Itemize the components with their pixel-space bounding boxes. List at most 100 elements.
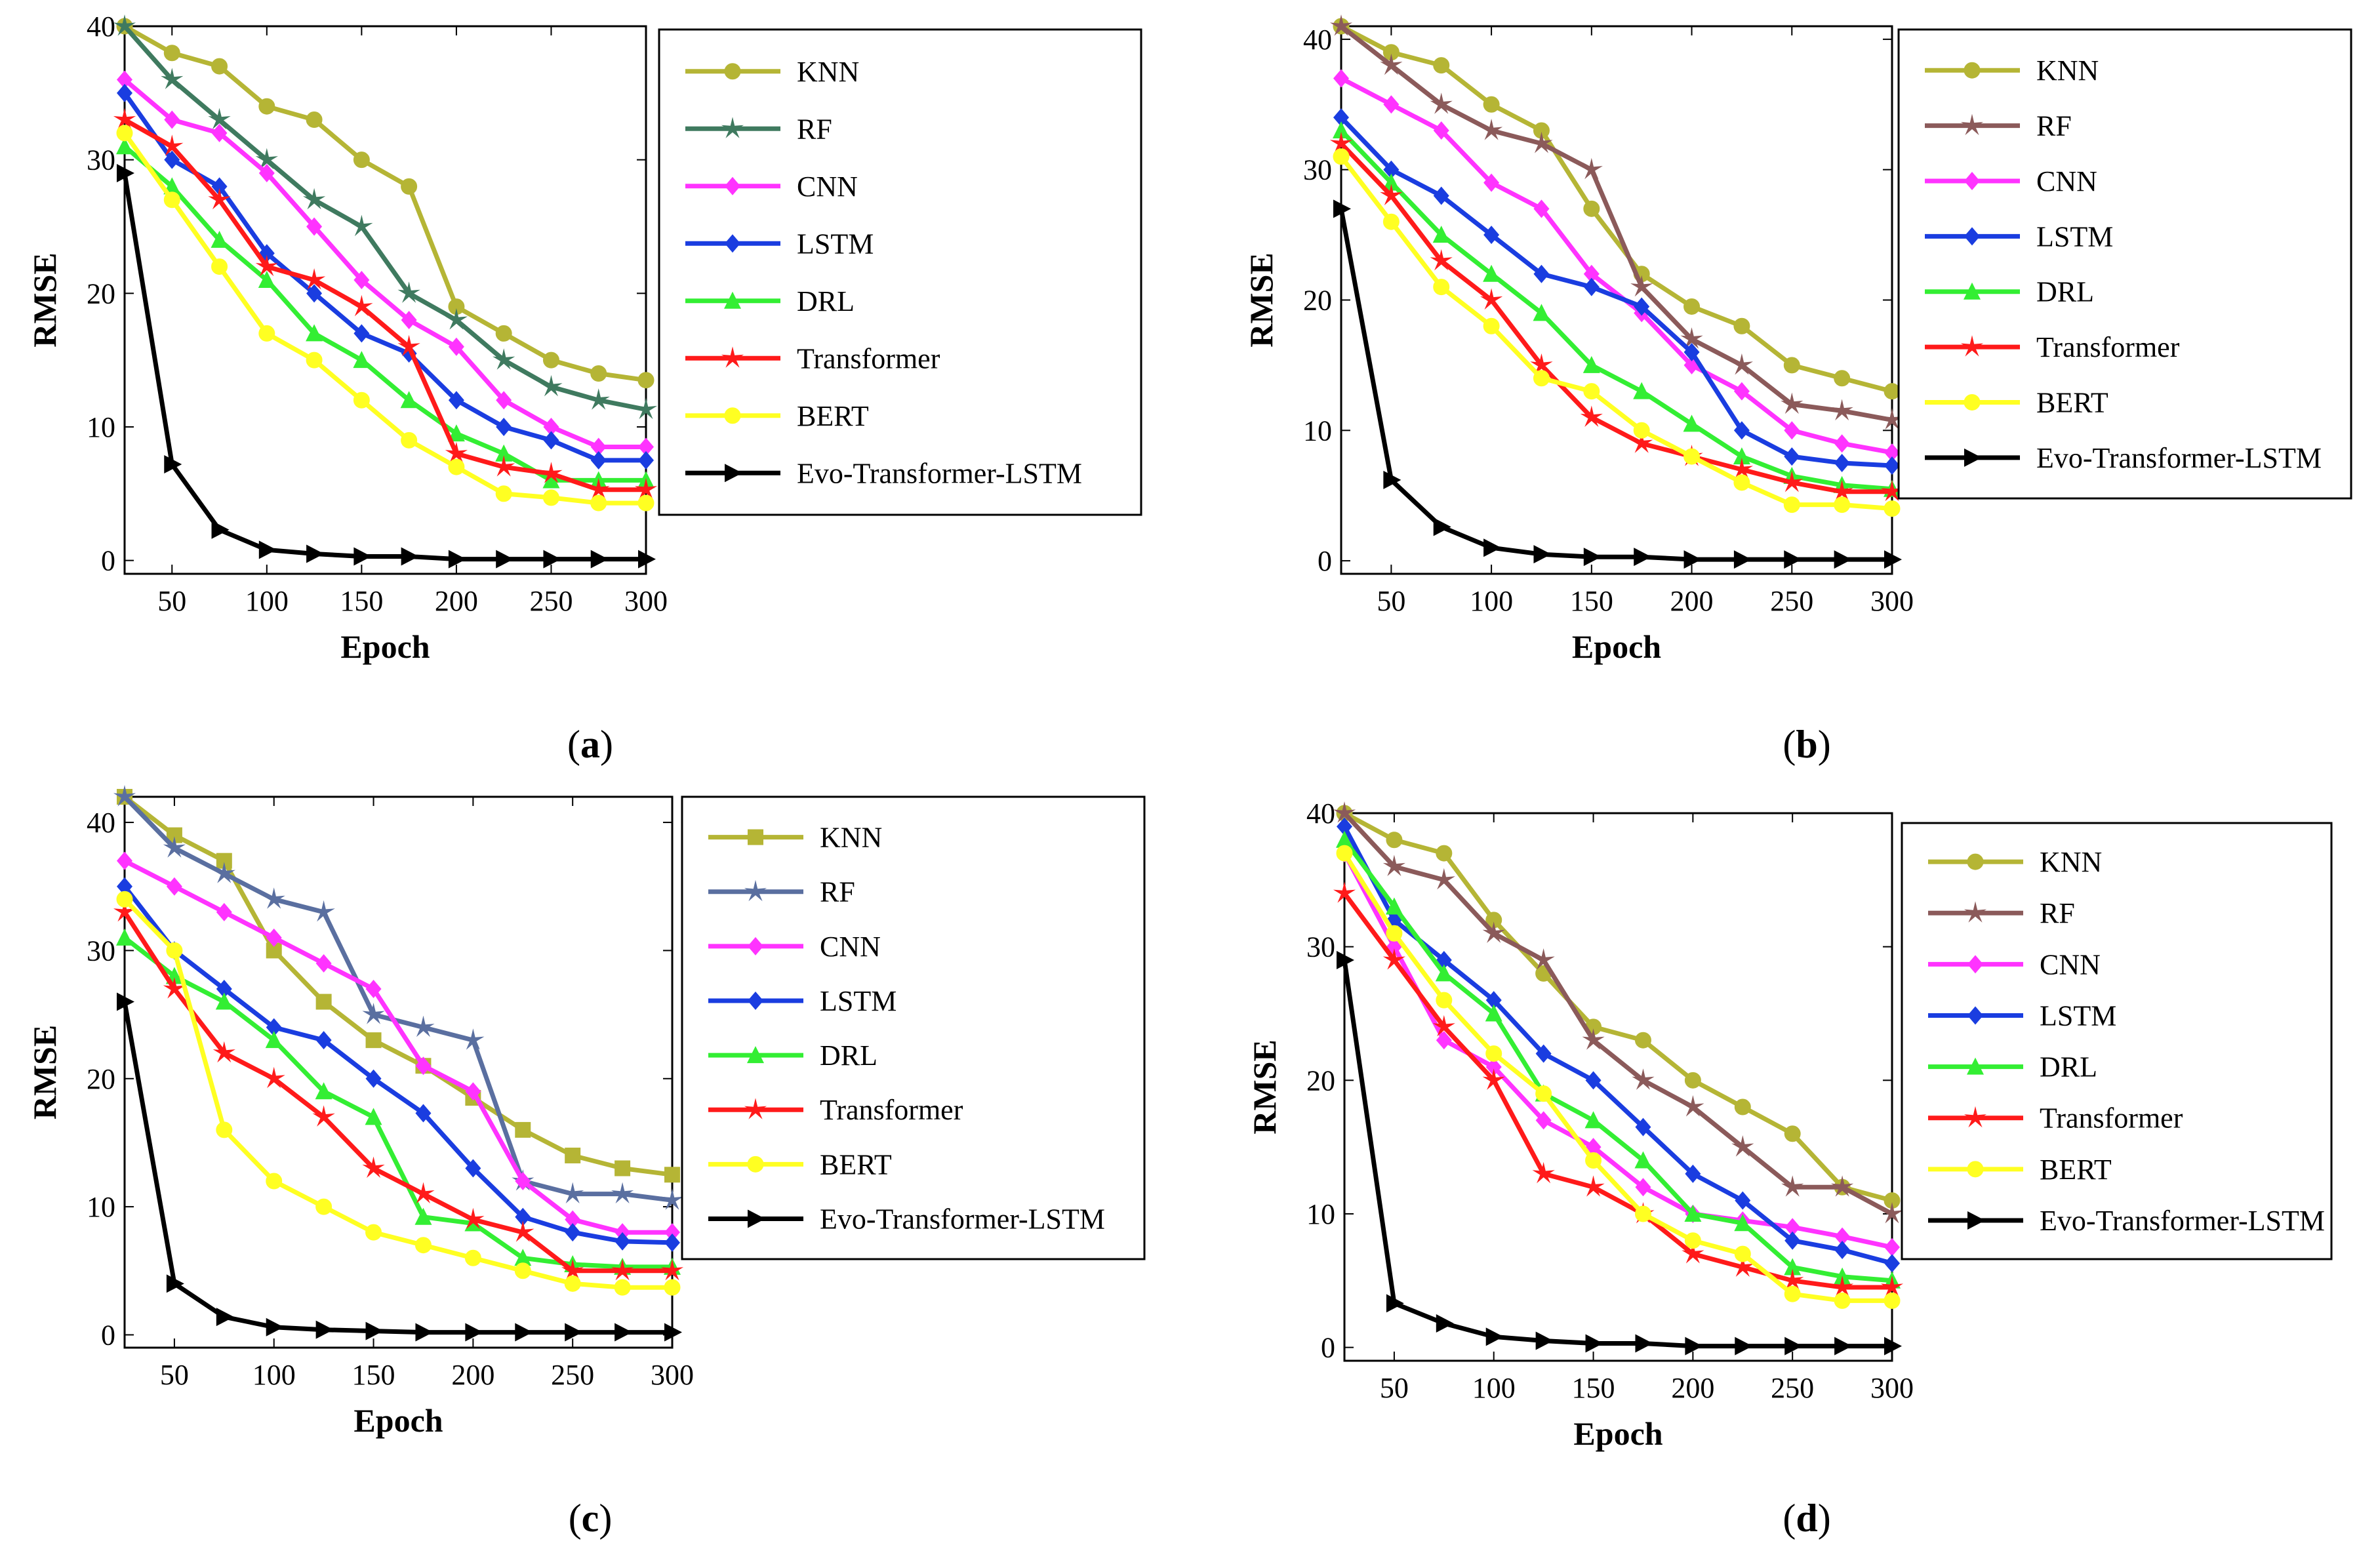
legend-item: KNN xyxy=(708,822,882,854)
data-point xyxy=(365,1069,382,1088)
data-point xyxy=(1582,355,1600,373)
legend-label: Evo-Transformer-LSTM xyxy=(797,457,1082,489)
chart-panel-b: 50 100 150 200 250 300 0 10 20 30 40 Epoch RMSE KNN RF… xyxy=(1243,14,2352,665)
data-point xyxy=(493,348,515,370)
legend-label: CNN xyxy=(820,931,881,963)
legend-label: BERT xyxy=(2040,1154,2112,1186)
data-point xyxy=(1386,1294,1404,1313)
data-point xyxy=(1783,496,1800,513)
data-point xyxy=(1533,370,1550,387)
x-axis-label: Epoch xyxy=(353,1402,443,1439)
data-point xyxy=(1734,1245,1751,1262)
data-point xyxy=(1630,275,1653,297)
series-line xyxy=(1339,115,1893,468)
data-point xyxy=(660,1258,684,1281)
data-point xyxy=(315,1082,333,1100)
legend-marker xyxy=(744,1098,767,1119)
data-point xyxy=(163,836,186,858)
data-point xyxy=(1433,57,1450,74)
series-line xyxy=(123,91,646,463)
series-transformer xyxy=(113,900,684,1281)
data-point xyxy=(1781,1175,1804,1197)
data-point xyxy=(211,520,230,539)
data-point xyxy=(561,1182,584,1204)
data-point xyxy=(638,437,654,456)
legend-label: Transformer xyxy=(797,342,940,374)
data-point xyxy=(350,214,373,237)
legend-item: Evo-Transformer-LSTM xyxy=(708,1203,1105,1235)
data-point xyxy=(1834,1292,1851,1309)
data-point xyxy=(448,337,464,356)
data-point xyxy=(447,424,465,442)
legend-item: DRL xyxy=(708,1039,877,1072)
legend-label: Evo-Transformer-LSTM xyxy=(820,1203,1105,1235)
data-point xyxy=(116,928,133,946)
series-line xyxy=(123,77,646,449)
data-point xyxy=(255,148,278,170)
data-point xyxy=(462,1207,485,1230)
data-point xyxy=(315,1198,333,1215)
data-point xyxy=(542,352,559,369)
data-point xyxy=(306,544,325,563)
data-point xyxy=(1485,991,1502,1010)
series-evo-transformer-lstm xyxy=(117,992,682,1342)
data-point xyxy=(116,891,133,908)
legend-label: LSTM xyxy=(2040,999,2116,1032)
data-point xyxy=(1436,845,1453,862)
data-point xyxy=(113,785,136,807)
legend-marker xyxy=(1967,955,1983,974)
legend-item: RF xyxy=(1928,897,2075,929)
legend-label: Transformer xyxy=(820,1094,963,1126)
data-point xyxy=(1733,550,1752,569)
data-point xyxy=(401,547,419,566)
data-point xyxy=(1386,832,1403,849)
data-point xyxy=(397,334,420,357)
series-cnn xyxy=(117,70,654,456)
legend-label: BERT xyxy=(797,400,869,432)
data-point xyxy=(1535,1044,1552,1063)
data-point xyxy=(1329,131,1353,153)
data-point xyxy=(161,134,184,156)
data-point xyxy=(262,1066,285,1089)
data-point xyxy=(266,1018,282,1037)
data-point xyxy=(1884,443,1900,462)
data-point xyxy=(401,311,417,330)
data-point xyxy=(1884,500,1901,517)
data-point xyxy=(1333,69,1349,88)
series-rf xyxy=(1329,14,1904,430)
data-point xyxy=(1380,184,1403,205)
data-point xyxy=(1733,421,1750,440)
legend-marker xyxy=(747,1046,764,1064)
data-point xyxy=(1433,279,1450,296)
data-point xyxy=(117,164,134,183)
y-tick-label: 40 xyxy=(87,10,115,43)
legend-marker xyxy=(1967,853,1984,870)
data-point xyxy=(362,1003,385,1024)
data-point xyxy=(1734,1098,1751,1116)
x-tick-label: 100 xyxy=(245,585,289,617)
data-point xyxy=(117,83,132,102)
data-point xyxy=(258,164,275,183)
data-point xyxy=(1781,1268,1804,1291)
data-point xyxy=(414,1237,432,1254)
legend-item: LSTM xyxy=(1928,999,2116,1032)
data-point xyxy=(540,374,563,397)
legend-marker xyxy=(1964,282,1981,300)
series-line xyxy=(123,24,647,412)
data-point xyxy=(565,1323,583,1342)
data-point xyxy=(1884,1292,1901,1309)
data-point xyxy=(1733,447,1750,465)
data-point xyxy=(1634,1032,1651,1049)
legend-item: Evo-Transformer-LSTM xyxy=(1928,1205,2325,1237)
data-point xyxy=(1582,1028,1605,1050)
legend-item: DRL xyxy=(1925,276,2094,308)
data-point xyxy=(312,1105,335,1127)
y-axis-label: RMSE xyxy=(26,1025,63,1119)
x-tick-label: 250 xyxy=(529,585,573,617)
data-point xyxy=(353,392,370,409)
data-point xyxy=(315,994,332,1010)
series-line xyxy=(123,144,646,483)
y-tick-label: 10 xyxy=(87,1191,115,1223)
y-tick-label: 10 xyxy=(1303,414,1332,447)
data-point xyxy=(464,1249,481,1266)
